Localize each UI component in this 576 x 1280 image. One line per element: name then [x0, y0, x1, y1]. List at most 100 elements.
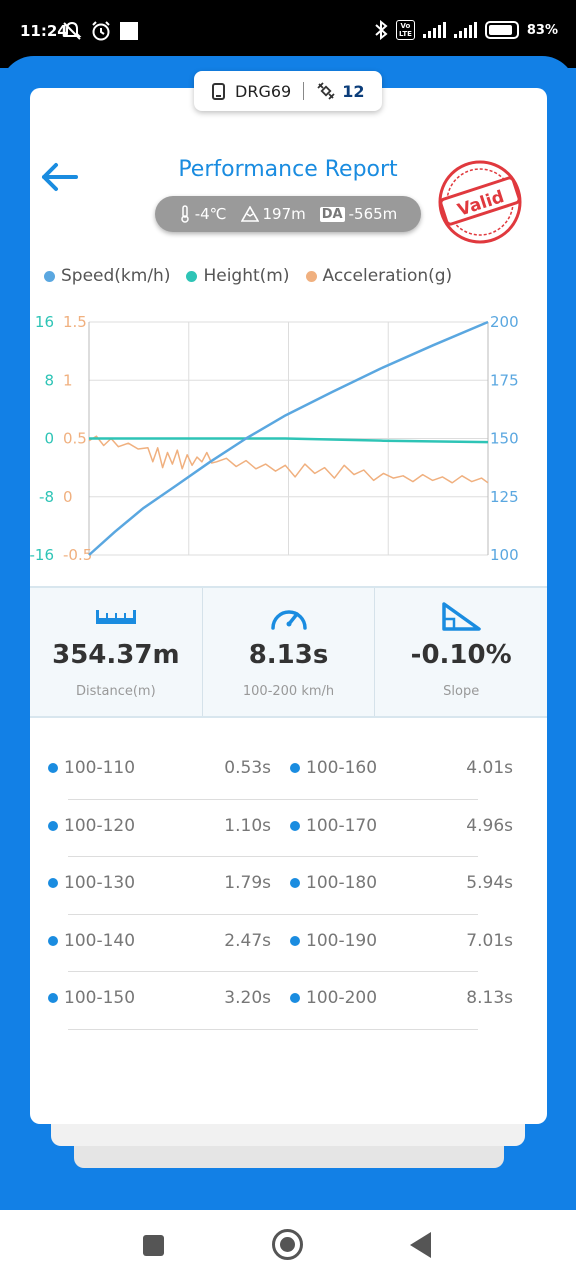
system-nav-bar	[0, 1210, 576, 1280]
split-range-cell: 100-200	[290, 988, 377, 1008]
performance-chart: 16 8 0 -8 -16 1.5 1 0.5 0 -0.5 200 175 150 125 100	[30, 313, 519, 564]
split-bullet	[290, 820, 300, 831]
distance-value: 354.37m	[52, 640, 180, 670]
split-range: 100-140	[64, 930, 136, 951]
accel-axis-tick: 1.5	[63, 313, 87, 331]
time-value: 8.13s	[248, 640, 329, 670]
legend-acceleration-label: Acceleration(g)	[322, 266, 453, 286]
split-range-cell: 100-110	[48, 758, 135, 778]
accel-axis-tick: -0.5	[63, 546, 92, 564]
time-label: 100-200 km/h	[242, 684, 335, 699]
battery-percent: 83	[526, 22, 545, 38]
accel-axis-tick: 0	[63, 488, 73, 506]
row-divider	[68, 1028, 478, 1030]
acceleration-line	[88, 435, 489, 484]
split-range-cell: 100-180	[290, 873, 377, 893]
speed-axis-tick: 150	[490, 430, 519, 448]
ruler-icon	[95, 610, 136, 624]
height-line	[89, 437, 489, 444]
stat-distance: 354.37m Distance(m)	[30, 588, 203, 716]
speedometer-icon	[270, 610, 307, 630]
split-bullet	[290, 993, 300, 1003]
split-time: 0.53s	[224, 758, 271, 778]
notification-square-icon	[120, 22, 138, 40]
chart-legend: Speed(km/h) Height(m) Acceleration(g)	[44, 266, 452, 286]
split-time: 5.94s	[466, 873, 513, 893]
back-arrow-icon[interactable]	[38, 160, 82, 194]
battery-icon	[484, 21, 519, 39]
signal-2-icon	[453, 22, 477, 38]
legend-speed: Speed(km/h)	[44, 266, 170, 286]
device-pill[interactable]: DRG69 12	[194, 71, 382, 111]
conditions-pill: -4℃ 197m DA -565m	[155, 196, 421, 232]
split-row: 100-130 1.79s 100-180 5.94s	[44, 857, 534, 915]
split-bullet	[48, 993, 58, 1003]
signal-1-icon	[422, 22, 446, 38]
recents-button[interactable]	[143, 1235, 164, 1256]
status-time: 11:24	[20, 22, 68, 40]
legend-speed-dot	[44, 270, 55, 282]
height-axis-tick: 0	[44, 430, 54, 448]
split-range-cell: 100-150	[48, 988, 135, 1008]
back-button[interactable]	[410, 1232, 431, 1258]
thermometer-icon	[180, 205, 189, 223]
da-badge: DA	[319, 206, 345, 222]
split-range: 100-120	[64, 815, 136, 836]
satellite-icon	[317, 82, 335, 100]
legend-acceleration: Acceleration(g)	[305, 266, 453, 286]
device-icon	[212, 82, 225, 100]
split-range-cell: 100-190	[290, 931, 377, 951]
split-time: 7.01s	[466, 930, 513, 951]
speed-line	[88, 320, 489, 556]
home-button[interactable]	[272, 1229, 303, 1260]
height-axis-tick: -8	[39, 488, 54, 506]
legend-height-dot	[186, 270, 198, 282]
split-time: 8.13s	[466, 988, 513, 1008]
density-altitude-item: DA -565m	[319, 205, 398, 223]
volte-icon: Vo LTE	[396, 20, 415, 40]
bell-off-icon	[62, 21, 82, 40]
height-axis-tick: -16	[30, 546, 54, 564]
legend-height-label: Height(m)	[203, 266, 290, 286]
slope-icon	[442, 602, 481, 631]
altitude-value: 197m	[262, 205, 306, 223]
device-name: DRG69	[235, 81, 292, 101]
speed-axis-tick: 175	[490, 371, 519, 389]
split-row: 100-110 0.53s 100-160 4.01s	[44, 742, 534, 800]
distance-label: Distance(m)	[76, 684, 156, 699]
split-bullet	[48, 763, 58, 773]
row-divider	[68, 856, 478, 857]
accel-axis-tick: 1	[63, 371, 73, 389]
speed-axis-tick: 200	[490, 313, 519, 331]
slope-label: Slope	[443, 684, 480, 699]
split-time: 2.47s	[224, 930, 271, 951]
split-range: 100-200	[306, 988, 378, 1008]
split-time: 1.79s	[224, 873, 271, 893]
alarm-icon	[92, 21, 110, 41]
altitude-item: 197m	[240, 205, 306, 223]
legend-speed-label: Speed(km/h)	[61, 266, 171, 286]
page-title: Performance Report	[178, 157, 398, 182]
split-range: 100-190	[306, 930, 378, 951]
speed-axis-tick: 100	[490, 546, 519, 564]
satellite-count: 12	[342, 81, 365, 101]
valid-stamp: Valid	[438, 160, 522, 244]
split-time: 1.10s	[224, 815, 271, 836]
density-altitude-value: -565m	[348, 205, 398, 223]
split-range-cell: 100-170	[290, 816, 377, 836]
split-bullet	[48, 935, 58, 946]
bluetooth-icon	[375, 20, 388, 40]
height-axis-tick: 8	[44, 371, 54, 389]
split-range: 100-170	[306, 815, 378, 836]
split-time: 3.20s	[224, 988, 271, 1008]
battery-level: 83%	[526, 22, 558, 38]
row-divider	[68, 798, 478, 800]
legend-acceleration-dot	[305, 270, 317, 282]
split-times-list: 100-110 0.53s 100-160 4.01s 100-120 1.10…	[44, 742, 534, 1030]
stat-time: 8.13s 100-200 km/h	[203, 588, 376, 716]
pill-divider	[303, 82, 305, 100]
split-bullet	[48, 878, 58, 888]
status-right-icons: Vo LTE 83%	[374, 20, 558, 40]
split-bullet	[290, 763, 300, 773]
accel-axis-tick: 0.5	[63, 430, 87, 448]
